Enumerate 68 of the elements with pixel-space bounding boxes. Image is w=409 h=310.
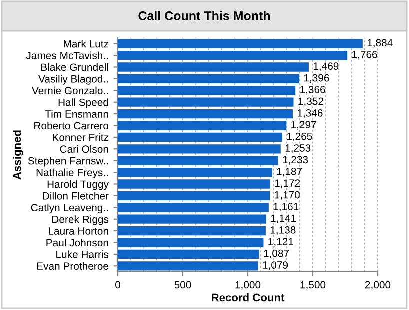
bar — [118, 74, 300, 84]
y-tick-label: Roberto Carrero — [34, 122, 109, 130]
bar — [118, 214, 266, 224]
y-tick-label: James McTavish.. — [26, 52, 108, 60]
data-label: 1,766 — [352, 50, 378, 60]
y-tick-label: Evan Protheroe — [37, 262, 109, 270]
y-tick-label: Konner Fritz — [53, 134, 108, 142]
y-tick-label: Mark Lutz — [64, 40, 108, 48]
bar — [118, 180, 270, 189]
bar — [118, 156, 278, 166]
y-tick-label: Blake Grundell — [42, 63, 108, 72]
bar — [118, 121, 287, 130]
bar — [118, 39, 363, 48]
y-tick-label: Vernie Gonzalo.. — [32, 86, 108, 95]
data-label: 1,121 — [268, 238, 294, 247]
bar — [118, 250, 260, 260]
data-label: 1,161 — [274, 203, 299, 212]
data-label: 1,265 — [287, 132, 312, 142]
bar — [118, 86, 296, 96]
data-label: 1,346 — [298, 109, 323, 118]
y-tick-label: Derek Riggs — [52, 216, 109, 226]
chart-title: Call Count This Month — [138, 11, 270, 20]
bar — [118, 226, 266, 236]
data-label: 1,352 — [298, 98, 324, 106]
data-label: 1,172 — [275, 180, 300, 188]
y-tick-label: Vasiliy Blagod.. — [38, 75, 108, 85]
x-tick-label: 0 — [116, 281, 120, 289]
data-label: 1,187 — [277, 168, 302, 177]
bar — [118, 191, 270, 201]
bar — [118, 238, 264, 248]
data-label: 1,087 — [264, 250, 290, 258]
x-tick-label: 1,500 — [300, 281, 326, 290]
y-tick-label: Tim Ensmann — [45, 110, 108, 118]
bar — [118, 144, 281, 154]
x-tick-label: 1,000 — [236, 281, 261, 290]
bar — [118, 50, 348, 60]
y-axis-title: Assigned — [13, 130, 24, 180]
bar — [118, 109, 293, 119]
bar — [118, 262, 258, 271]
y-tick-label: Catlyn Leaveng.. — [31, 204, 108, 214]
bar — [118, 62, 309, 72]
y-tick-label: Nathalie Freys.. — [36, 168, 108, 178]
data-label: 1,141 — [271, 214, 296, 224]
data-label: 1,396 — [304, 74, 330, 83]
y-tick-label: Paul Johnson — [46, 238, 108, 247]
data-label: 1,170 — [275, 191, 300, 200]
bar — [118, 132, 282, 142]
bar — [118, 98, 294, 107]
y-tick-label: Laura Horton — [49, 228, 108, 235]
x-tick-label: 2,000 — [365, 281, 391, 290]
data-label: 1,233 — [283, 156, 308, 165]
bar — [118, 203, 269, 212]
data-label: 1,884 — [368, 39, 393, 48]
bar — [118, 168, 272, 178]
y-tick-label: Stephen Farnsw.. — [28, 157, 108, 167]
x-axis-title: Record Count — [212, 294, 285, 302]
y-tick-label: Cari Olson — [60, 145, 108, 154]
y-tick-label: Luke Harris — [56, 250, 109, 258]
data-label: 1,469 — [314, 62, 339, 72]
y-tick-label: Harold Tuggy — [48, 180, 109, 190]
data-label: 1,366 — [300, 86, 326, 95]
y-tick-label: Dillon Fletcher — [43, 192, 109, 200]
data-label: 1,297 — [292, 121, 316, 130]
data-label: 1,079 — [263, 262, 288, 270]
y-tick-label: Hall Speed — [58, 98, 108, 108]
data-label: 1,253 — [286, 144, 311, 154]
x-tick-label: 500 — [174, 281, 192, 289]
data-label: 1,138 — [270, 226, 296, 236]
